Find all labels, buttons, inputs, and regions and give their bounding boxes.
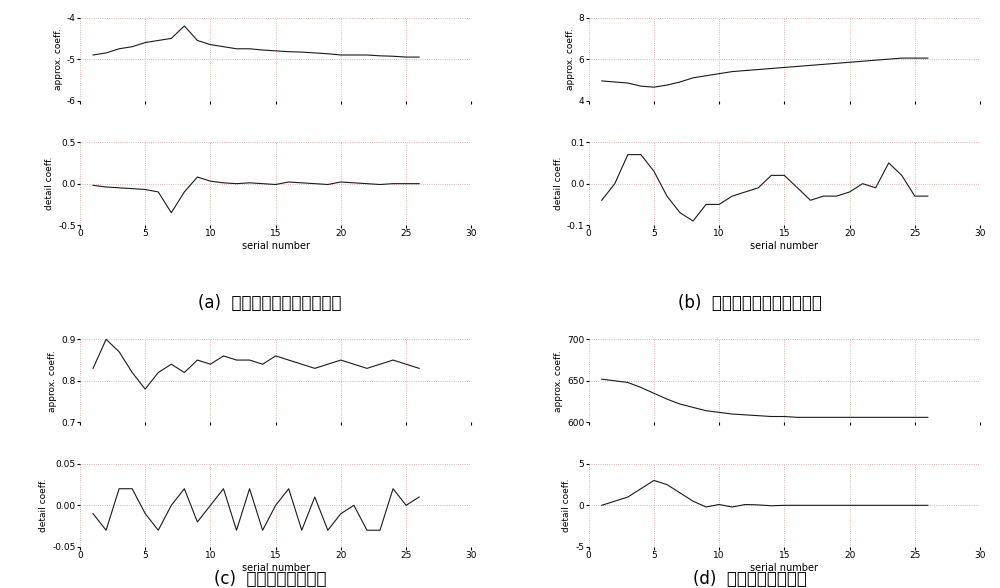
X-axis label: serial number: serial number [242,241,310,251]
Y-axis label: approx. coeff.: approx. coeff. [554,350,563,412]
X-axis label: serial number: serial number [242,563,310,573]
Y-axis label: detail coeff.: detail coeff. [39,479,48,532]
Y-axis label: approx. coeff.: approx. coeff. [566,28,575,90]
Y-axis label: detail coeff.: detail coeff. [554,157,563,211]
Y-axis label: detail coeff.: detail coeff. [45,157,54,211]
Y-axis label: approx. coeff.: approx. coeff. [54,28,63,90]
Text: (d)  艏向角度小波系数: (d) 艏向角度小波系数 [693,570,807,588]
Text: (a)  左主推进器电压小波系数: (a) 左主推进器电压小波系数 [198,294,342,312]
X-axis label: serial number: serial number [750,563,818,573]
Y-axis label: detail coeff.: detail coeff. [562,479,571,532]
X-axis label: serial number: serial number [750,241,818,251]
Text: (c)  纵向速度小波系数: (c) 纵向速度小波系数 [214,570,326,588]
Y-axis label: approx. coeff.: approx. coeff. [48,350,57,412]
Text: (b)  右主推进器电压小波系数: (b) 右主推进器电压小波系数 [678,294,822,312]
